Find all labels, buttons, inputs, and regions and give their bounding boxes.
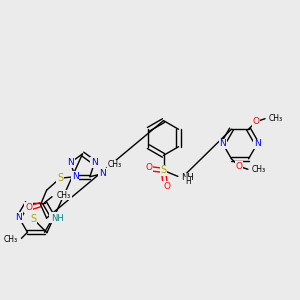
Text: N: N [67,158,74,167]
Text: NH: NH [51,214,64,223]
Text: S: S [160,165,166,176]
Text: S: S [57,173,63,183]
Text: O: O [25,203,32,212]
Text: S: S [30,214,37,224]
Text: CH₃: CH₃ [57,191,71,200]
Text: N: N [91,158,98,167]
Text: O: O [145,163,152,172]
Text: O: O [253,117,260,126]
Text: N: N [220,140,226,148]
Text: O: O [236,162,242,171]
Text: CH₃: CH₃ [4,235,18,244]
Text: N: N [50,213,56,222]
Text: CH₃: CH₃ [108,160,122,169]
Text: CH₃: CH₃ [252,165,266,174]
Text: H: H [185,177,191,186]
Text: CH₃: CH₃ [269,114,283,123]
Text: NH: NH [181,173,194,182]
Text: N: N [16,213,22,222]
Text: O: O [163,182,170,191]
Text: N: N [254,140,260,148]
Text: N: N [99,169,106,178]
Text: N: N [72,172,79,181]
